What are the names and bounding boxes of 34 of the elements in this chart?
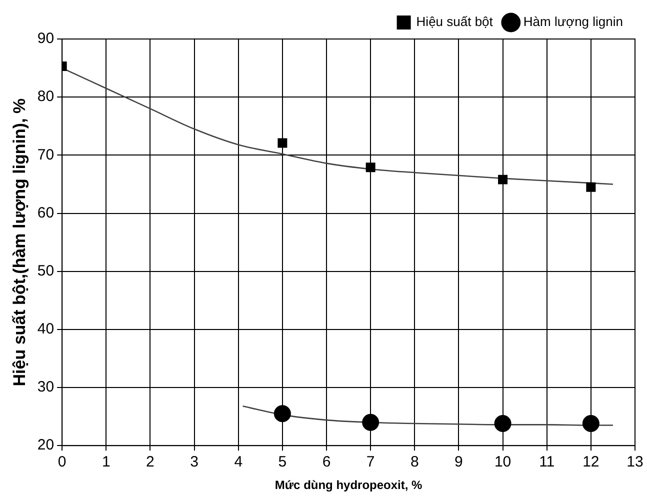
y-tick-label: 60 — [37, 204, 54, 222]
y-tick-label: 70 — [37, 146, 54, 164]
point — [582, 415, 600, 432]
point — [494, 415, 512, 432]
y-tick-label: 40 — [37, 320, 54, 338]
x-tick-label: 3 — [190, 454, 198, 471]
x-tick-label: 0 — [58, 454, 66, 471]
y-tick-label: 50 — [37, 262, 54, 280]
x-tick-label: 13 — [626, 454, 644, 471]
x-tick-label: 7 — [366, 454, 375, 471]
point — [366, 162, 376, 172]
y-tick-label: 20 — [37, 436, 54, 454]
x-tick-label: 4 — [234, 454, 243, 471]
point — [586, 182, 596, 192]
x-tick-label: 12 — [582, 454, 600, 471]
x-tick-label: 6 — [322, 454, 331, 471]
y-tick-label: 90 — [37, 30, 54, 48]
x-tick-label: 1 — [102, 454, 110, 471]
y-tick-label: 80 — [37, 88, 54, 106]
x-tick-label: 8 — [410, 454, 419, 471]
point — [498, 174, 508, 184]
y-tick-label: 30 — [37, 378, 54, 396]
x-tick-label: 2 — [146, 454, 154, 471]
point — [278, 138, 288, 148]
point — [274, 405, 291, 422]
legend-label: Hiệu suất bột — [416, 14, 494, 30]
x-tick-label: 9 — [454, 454, 463, 471]
point — [362, 414, 380, 431]
legend-label: Hàm lượng lignin — [523, 14, 624, 30]
x-tick-label: 10 — [494, 454, 512, 471]
x-axis-title: Mức dùng hydropeoxit, % — [274, 478, 423, 492]
x-tick-label: 5 — [278, 454, 287, 471]
y-axis-title: Hiệu suất bột,(hàm lượng lignin), % — [10, 98, 29, 386]
x-tick-label: 11 — [539, 454, 555, 471]
